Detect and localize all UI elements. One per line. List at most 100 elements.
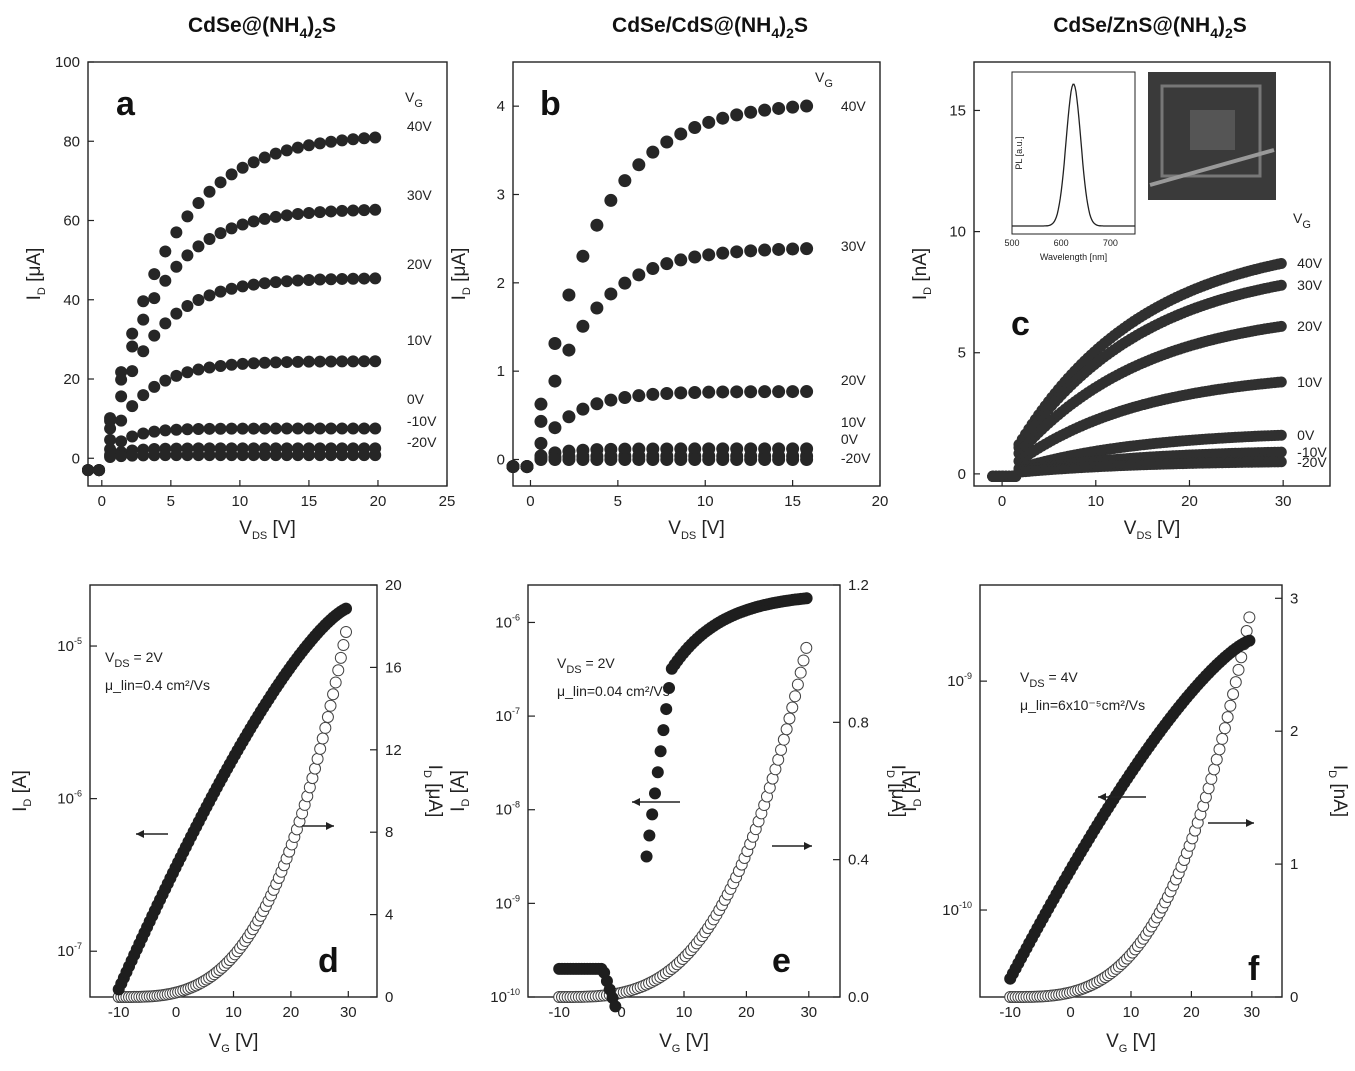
- data-point: [126, 365, 139, 378]
- data-point: [148, 292, 161, 305]
- data-point: [314, 742, 327, 755]
- curve-label: -20V: [1297, 454, 1327, 470]
- data-point: [329, 676, 342, 689]
- data-point: [291, 355, 304, 368]
- data-point: [247, 422, 260, 435]
- data-point: [192, 240, 205, 253]
- data-point: [192, 449, 205, 462]
- y-tick-label: 3: [497, 187, 505, 204]
- data-point: [534, 436, 548, 450]
- y-tick-label-left: 10-6: [57, 789, 82, 808]
- data-point: [203, 233, 216, 246]
- data-point: [794, 666, 807, 679]
- curve-label: 10V: [1297, 374, 1323, 390]
- data-point: [340, 625, 353, 638]
- data-point: [347, 422, 360, 435]
- data-point: [358, 449, 371, 462]
- data-point: [214, 227, 227, 240]
- data-point: [772, 385, 786, 399]
- curve-label: 40V: [407, 118, 433, 134]
- data-point: [203, 422, 216, 435]
- data-point: [730, 245, 744, 259]
- y-tick-label-right: 0.4: [848, 852, 869, 869]
- data-point: [632, 268, 646, 282]
- y-tick-label-left: 10-10: [490, 987, 520, 1006]
- data-point: [159, 317, 172, 330]
- data-point: [214, 176, 227, 189]
- data-point: [159, 374, 172, 387]
- data-point: [618, 174, 632, 188]
- data-point: [800, 242, 814, 256]
- annotation-vds: VDS = 2V: [105, 649, 163, 670]
- data-point: [758, 453, 772, 466]
- y-tick-label-left: 10-9: [495, 893, 520, 912]
- data-point: [358, 422, 371, 435]
- data-point: [604, 287, 618, 301]
- data-point: [506, 460, 520, 474]
- data-point: [115, 435, 128, 448]
- data-point: [651, 766, 664, 779]
- panel-letter: a: [116, 85, 136, 123]
- curve-label: 40V: [1297, 255, 1323, 271]
- data-point: [170, 369, 183, 382]
- data-point: [225, 422, 238, 435]
- data-point: [203, 185, 216, 198]
- y-tick-label: 60: [63, 213, 80, 230]
- data-point: [562, 453, 576, 466]
- data-point: [534, 397, 548, 411]
- data-point: [269, 449, 282, 462]
- data-point: [758, 385, 772, 399]
- y-axis-label: ID [μA]: [24, 248, 48, 301]
- data-point: [311, 752, 324, 765]
- data-point: [1275, 257, 1287, 269]
- data-point: [280, 422, 293, 435]
- data-point: [203, 289, 216, 302]
- arrow-head: [1246, 819, 1254, 827]
- y-tick-label-left: 10-9: [947, 671, 972, 690]
- panel-b: 0 5 10 15 20 0 1 2 3 4 VDS [V] ID [μA] b VG 40V 30V 20V 1…: [449, 61, 888, 542]
- data-point: [137, 295, 150, 308]
- y-tick-label: 5: [958, 345, 966, 362]
- data-point: [170, 307, 183, 320]
- data-point: [674, 127, 688, 141]
- data-point: [702, 453, 716, 466]
- panel-letter: f: [1248, 950, 1260, 988]
- curve-label: 20V: [407, 256, 433, 272]
- data-point: [148, 329, 161, 342]
- data-point: [302, 422, 315, 435]
- data-point: [291, 208, 304, 221]
- x-tick-label: 15: [784, 493, 801, 510]
- panel-letter: d: [318, 942, 339, 980]
- data-point: [313, 206, 326, 219]
- data-point: [126, 327, 139, 340]
- data-point: [786, 453, 800, 466]
- data-point: [291, 141, 304, 154]
- panel-e: -10 0 10 20 30 10-10 10-9 10-8 10-7 10-6 0.0 0.4 0.8…: [448, 577, 908, 1055]
- data-point: [660, 257, 674, 271]
- data-point: [347, 272, 360, 285]
- data-point: [618, 276, 632, 290]
- data-point: [214, 449, 227, 462]
- data-point: [674, 253, 688, 267]
- data-point: [654, 745, 667, 758]
- data-point: [181, 366, 194, 379]
- curve-label: 30V: [1297, 277, 1323, 293]
- data-point: [716, 385, 730, 399]
- legend-title: VG: [815, 69, 833, 90]
- data-point: [236, 357, 249, 370]
- data-point: [214, 359, 227, 372]
- arrow-head: [136, 830, 144, 838]
- y-axis-label-left: ID [A]: [448, 770, 472, 812]
- x-tick-label: 30: [800, 1004, 817, 1021]
- data-point: [340, 602, 353, 615]
- data-point: [291, 449, 304, 462]
- data-point: [247, 357, 260, 370]
- data-point: [1275, 279, 1287, 291]
- data-point: [548, 421, 562, 435]
- data-point: [319, 721, 332, 734]
- data-point: [302, 139, 315, 152]
- data-point: [688, 385, 702, 399]
- data-point: [777, 733, 790, 746]
- data-point: [316, 732, 329, 745]
- data-point: [1275, 429, 1287, 441]
